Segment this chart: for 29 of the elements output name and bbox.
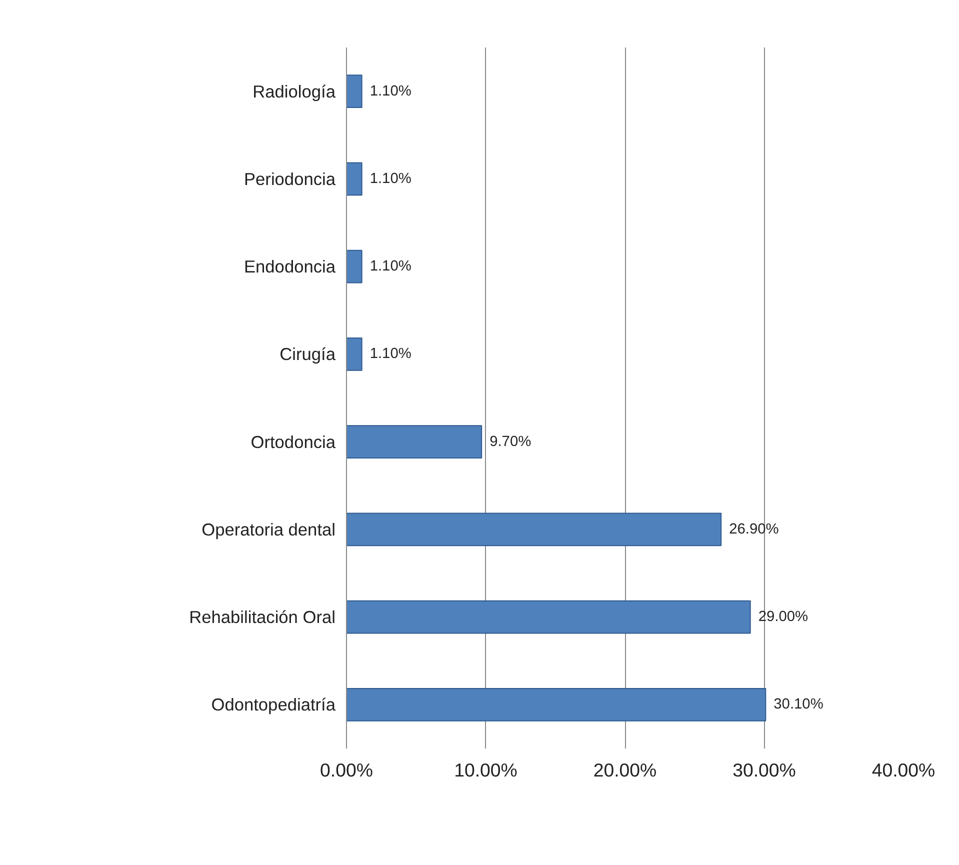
x-tick-label: 20.00% bbox=[593, 760, 657, 780]
y-tick-label: Ortodoncia bbox=[250, 432, 336, 452]
bar bbox=[346, 250, 362, 284]
x-tick-label: 40.00% bbox=[872, 760, 936, 780]
y-tick-label: Periodoncia bbox=[244, 168, 336, 189]
data-label: 26.90% bbox=[729, 521, 779, 538]
y-tick-label: Endodoncia bbox=[244, 256, 336, 277]
bar bbox=[346, 162, 362, 196]
data-label: 9.70% bbox=[490, 434, 532, 450]
data-label: 29.00% bbox=[758, 609, 808, 626]
bar bbox=[346, 600, 751, 634]
data-label: 1.10% bbox=[370, 258, 412, 275]
y-tick-label: Radiología bbox=[252, 81, 336, 102]
data-label: 1.10% bbox=[370, 346, 412, 362]
x-tick-label: 0.00% bbox=[320, 760, 373, 780]
y-tick-label: Rehabilitación Oral bbox=[189, 607, 336, 628]
x-tick-label: 10.00% bbox=[454, 760, 518, 780]
bar bbox=[346, 74, 362, 108]
bar bbox=[346, 688, 766, 722]
y-tick-label: Odontopediatría bbox=[211, 694, 336, 715]
bar bbox=[346, 512, 722, 546]
bar bbox=[346, 337, 362, 371]
y-tick-label: Operatoria dental bbox=[202, 519, 336, 540]
data-label: 1.10% bbox=[370, 170, 412, 187]
x-tick-label: 30.00% bbox=[732, 760, 796, 780]
data-label: 1.10% bbox=[370, 83, 412, 100]
y-tick-label: Cirugía bbox=[280, 344, 336, 364]
data-label: 30.10% bbox=[774, 696, 824, 713]
bar bbox=[346, 425, 482, 459]
